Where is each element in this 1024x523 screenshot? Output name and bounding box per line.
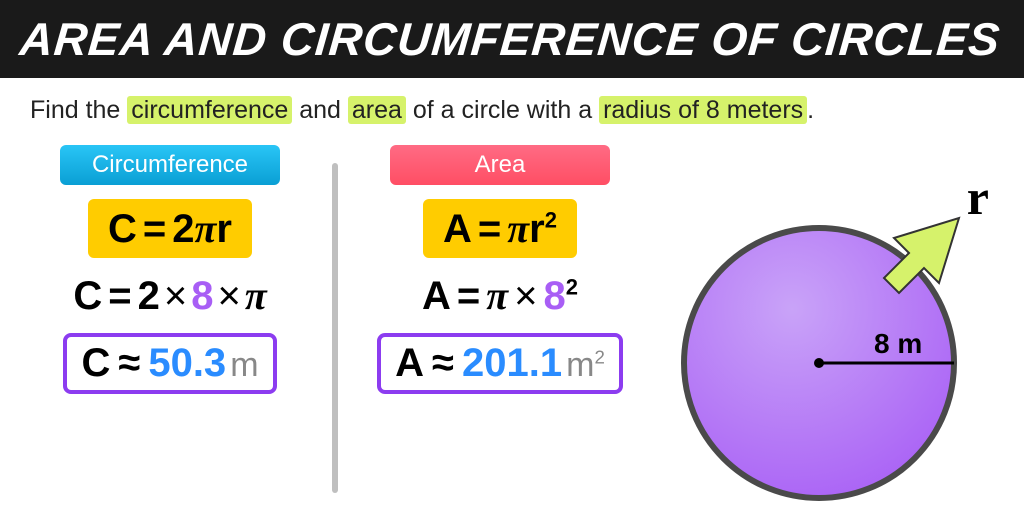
q-pre: Find the bbox=[30, 96, 127, 124]
q-mid2: of a circle with a bbox=[406, 96, 599, 124]
af-eq: = bbox=[478, 207, 501, 251]
f-var: C bbox=[108, 207, 137, 251]
r-val: 50.3 bbox=[148, 341, 226, 385]
q-post: . bbox=[807, 96, 814, 124]
as-8: 8 bbox=[543, 274, 565, 318]
af-exp: 2 bbox=[545, 208, 557, 233]
af-r: r bbox=[529, 207, 545, 251]
radius-value-label: 8 m bbox=[874, 328, 922, 359]
area-step: A=π×82 bbox=[422, 272, 578, 319]
s-x1: × bbox=[164, 274, 187, 318]
ar-var: A bbox=[395, 341, 424, 385]
as-x: × bbox=[514, 274, 537, 318]
circumference-column: Circumference C=2πr C=2×8×π C≈50.3m bbox=[30, 145, 310, 394]
ar-val: 201.1 bbox=[462, 341, 562, 385]
area-result-box: A≈201.1m2 bbox=[377, 333, 623, 394]
circle-diagram: r 8 m bbox=[674, 188, 994, 508]
circumference-formula: C=2πr bbox=[88, 199, 252, 258]
f-eq: = bbox=[143, 207, 166, 251]
f-r: r bbox=[216, 207, 232, 251]
circumference-step: C=2×8×π bbox=[73, 272, 266, 319]
s-pi: π bbox=[245, 273, 267, 318]
q-mid1: and bbox=[292, 96, 348, 124]
as-exp: 2 bbox=[566, 275, 578, 300]
r-approx: ≈ bbox=[118, 341, 140, 385]
circumference-label: Circumference bbox=[60, 145, 280, 185]
area-formula: A=πr2 bbox=[423, 199, 577, 258]
s-2: 2 bbox=[138, 274, 160, 318]
column-divider bbox=[332, 163, 338, 493]
center-dot bbox=[814, 358, 824, 368]
area-column: Area A=πr2 A=π×82 A≈201.1m2 bbox=[360, 145, 640, 394]
af-pi: π bbox=[507, 206, 529, 251]
s-8: 8 bbox=[191, 274, 213, 318]
question-text: Find the circumference and area of a cir… bbox=[30, 96, 994, 125]
af-var: A bbox=[443, 207, 472, 251]
s-var: C bbox=[73, 274, 102, 318]
q-highlight-radius: radius of 8 meters bbox=[599, 96, 807, 124]
as-eq: = bbox=[457, 274, 480, 318]
r-symbol-label: r bbox=[967, 168, 989, 226]
title-header: AREA AND CIRCUMFERENCE OF CIRCLES bbox=[0, 0, 1024, 78]
q-highlight-area: area bbox=[348, 96, 406, 124]
r-unit: m bbox=[230, 346, 258, 384]
s-x2: × bbox=[217, 274, 240, 318]
page-title: AREA AND CIRCUMFERENCE OF CIRCLES bbox=[18, 12, 1007, 66]
circumference-result: C≈50.3m bbox=[63, 333, 276, 394]
ar-approx: ≈ bbox=[432, 341, 454, 385]
s-eq: = bbox=[108, 274, 131, 318]
f-pi: π bbox=[195, 206, 217, 251]
content-area: Find the circumference and area of a cir… bbox=[0, 78, 1024, 493]
as-pi: π bbox=[486, 273, 508, 318]
ar-unit: m2 bbox=[566, 346, 605, 384]
circle-svg: 8 m bbox=[674, 188, 994, 508]
f-2: 2 bbox=[172, 207, 194, 251]
r-var: C bbox=[81, 341, 110, 385]
area-label: Area bbox=[390, 145, 610, 185]
q-highlight-circumference: circumference bbox=[127, 96, 292, 124]
as-var: A bbox=[422, 274, 451, 318]
